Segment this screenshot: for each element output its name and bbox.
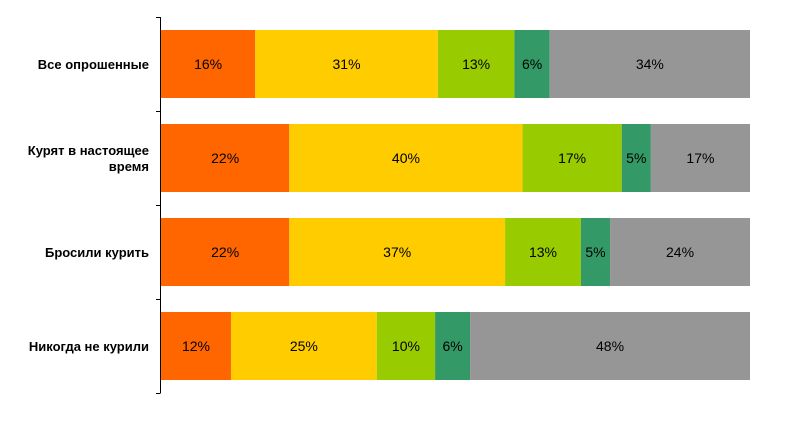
bar-segment: [522, 124, 622, 192]
category-label: Бросили курить: [45, 245, 149, 260]
bar-segment: [376, 312, 436, 380]
data-label: 13%: [529, 244, 557, 260]
bar-segment: [580, 218, 611, 286]
bar-segment: [230, 312, 377, 380]
bar-segment: [161, 312, 231, 380]
data-label: 6%: [522, 56, 542, 72]
data-label: 34%: [636, 56, 664, 72]
bar-segment: [161, 218, 290, 286]
data-label: 13%: [462, 56, 490, 72]
data-label: 24%: [666, 244, 694, 260]
bar-segment: [289, 124, 523, 192]
data-label: 17%: [686, 150, 714, 166]
data-label: 5%: [585, 244, 605, 260]
data-label: 22%: [211, 244, 239, 260]
bar-segment: [289, 218, 506, 286]
data-label: 10%: [392, 338, 420, 354]
bar-segment: [650, 124, 750, 192]
category-label: Курят в настоящее: [28, 143, 149, 158]
bar-segment: [161, 124, 290, 192]
data-label: 6%: [442, 338, 462, 354]
bar-segment: [514, 30, 550, 98]
data-label: 31%: [333, 56, 361, 72]
bar-segment: [621, 124, 651, 192]
bar-segment: [435, 312, 471, 380]
bar-segment: [549, 30, 750, 98]
category-label: Все опрошенные: [38, 57, 149, 72]
category-label: время: [109, 159, 149, 174]
bar-segment: [610, 218, 750, 286]
data-label: 48%: [596, 338, 624, 354]
data-label: 25%: [290, 338, 318, 354]
bar-segment: [505, 218, 581, 286]
bar-segment: [161, 30, 256, 98]
labels-layer: Все опрошенные 16% 31% 13% 6% 34% Курят в наст…: [28, 56, 715, 354]
data-label: 17%: [558, 150, 586, 166]
bar-segment: [470, 312, 750, 380]
data-label: 12%: [182, 338, 210, 354]
bar-segment: [437, 30, 515, 98]
data-label: 5%: [626, 150, 646, 166]
data-label: 16%: [194, 56, 222, 72]
data-label: 22%: [211, 150, 239, 166]
bar-segment: [255, 30, 438, 98]
data-label: 40%: [392, 150, 420, 166]
bars-layer: [161, 30, 750, 380]
data-label: 37%: [383, 244, 411, 260]
axis-layer: [156, 17, 161, 394]
category-label: Никогда не курили: [29, 339, 149, 354]
